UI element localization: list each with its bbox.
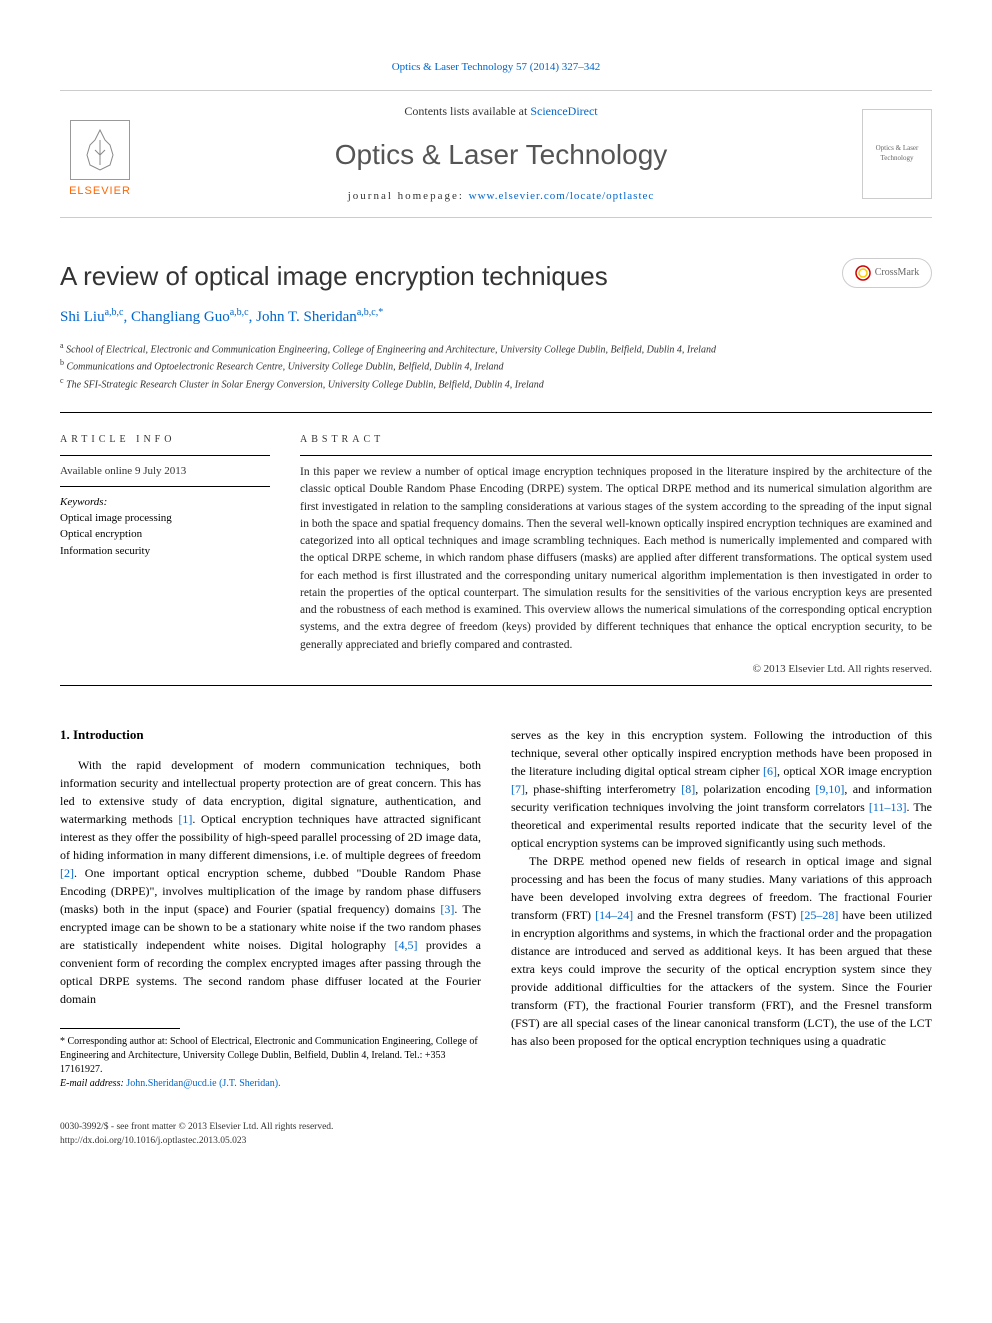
p2-t3: have been utilized in encryption algorit… xyxy=(511,908,932,1048)
affiliations: a School of Electrical, Electronic and C… xyxy=(60,340,932,392)
email-link[interactable]: John.Sheridan@ucd.ie (J.T. Sheridan). xyxy=(126,1078,280,1089)
affiliation-a: a School of Electrical, Electronic and C… xyxy=(60,340,932,357)
available-online: Available online 9 July 2013 xyxy=(60,464,270,479)
info-abstract-row: ARTICLE INFO Available online 9 July 201… xyxy=(60,433,932,677)
ref-7[interactable]: [7] xyxy=(511,782,525,796)
ref-6[interactable]: [6] xyxy=(763,764,777,778)
ref-25-28[interactable]: [25–28] xyxy=(800,908,838,922)
ref-3[interactable]: [3] xyxy=(440,902,454,916)
keyword-2: Optical encryption xyxy=(60,526,270,543)
author-2-marks: a,b,c xyxy=(230,307,249,318)
citation-link[interactable]: Optics & Laser Technology 57 (2014) 327–… xyxy=(60,60,932,75)
keywords-label: Keywords: xyxy=(60,495,270,510)
ref-14-24[interactable]: [14–24] xyxy=(595,908,633,922)
affiliation-c: c The SFI-Strategic Research Cluster in … xyxy=(60,375,932,392)
email-label: E-mail address: xyxy=(60,1078,126,1089)
article-page: Optics & Laser Technology 57 (2014) 327–… xyxy=(0,0,992,1188)
ref-11-13[interactable]: [11–13] xyxy=(869,800,907,814)
abstract-column: ABSTRACT In this paper we review a numbe… xyxy=(300,433,932,677)
ref-2[interactable]: [2] xyxy=(60,866,74,880)
author-3[interactable]: John T. Sheridan xyxy=(256,309,357,325)
article-info-column: ARTICLE INFO Available online 9 July 201… xyxy=(60,433,270,677)
issn-line: 0030-3992/$ - see front matter © 2013 El… xyxy=(60,1121,932,1134)
body-columns: 1. Introduction With the rapid developme… xyxy=(60,726,932,1091)
info-divider-2 xyxy=(60,486,270,487)
abstract-header: ABSTRACT xyxy=(300,433,932,447)
author-1[interactable]: Shi Liu xyxy=(60,309,105,325)
abstract-copyright: © 2013 Elsevier Ltd. All rights reserved… xyxy=(300,662,932,677)
aff-mark-c: c xyxy=(60,376,64,385)
article-info-header: ARTICLE INFO xyxy=(60,433,270,447)
p2-t2: and the Fresnel transform (FST) xyxy=(633,908,800,922)
author-1-marks: a,b,c xyxy=(105,307,124,318)
article-title: A review of optical image encryption tec… xyxy=(60,258,932,294)
ref-8[interactable]: [8] xyxy=(681,782,695,796)
intro-para-2: The DRPE method opened new fields of res… xyxy=(511,852,932,1050)
corresponding-footnote: * Corresponding author at: School of Ele… xyxy=(60,1035,481,1077)
corr-text: Corresponding author at: School of Elect… xyxy=(60,1036,478,1075)
body-column-left: 1. Introduction With the rapid developme… xyxy=(60,726,481,1091)
footnote-divider xyxy=(60,1028,180,1029)
aff-text-c: The SFI-Strategic Research Cluster in So… xyxy=(66,379,544,390)
publisher-logo[interactable]: ELSEVIER xyxy=(60,109,140,199)
ref-9-10[interactable]: [9,10] xyxy=(815,782,844,796)
homepage-line: journal homepage: www.elsevier.com/locat… xyxy=(140,189,862,204)
authors-line: Shi Liua,b,c, Changliang Guoa,b,c, John … xyxy=(60,306,932,328)
divider-top xyxy=(60,412,932,413)
intro-para-1: With the rapid development of modern com… xyxy=(60,756,481,1008)
crossmark-badge[interactable]: CrossMark xyxy=(842,258,932,288)
abstract-text: In this paper we review a number of opti… xyxy=(300,464,932,654)
intro-para-1-cont: serves as the key in this encryption sys… xyxy=(511,726,932,852)
journal-banner: ELSEVIER Contents lists available at Sci… xyxy=(60,90,932,217)
journal-name: Optics & Laser Technology xyxy=(140,135,862,174)
section-number: 1. xyxy=(60,727,70,742)
author-2[interactable]: Changliang Guo xyxy=(131,309,230,325)
footer-meta: 0030-3992/$ - see front matter © 2013 El… xyxy=(60,1121,932,1148)
p1c-t3: , phase-shifting interferometry xyxy=(525,782,681,796)
ref-1[interactable]: [1] xyxy=(178,812,192,826)
divider-bottom xyxy=(60,685,932,686)
body-column-right: serves as the key in this encryption sys… xyxy=(511,726,932,1091)
banner-center: Contents lists available at ScienceDirec… xyxy=(140,103,862,204)
aff-mark-a: a xyxy=(60,341,64,350)
elsevier-tree-icon xyxy=(70,120,130,180)
p1c-t2: , optical XOR image encryption xyxy=(777,764,932,778)
aff-text-b: Communications and Optoelectronic Resear… xyxy=(67,362,504,373)
email-footnote: E-mail address: John.Sheridan@ucd.ie (J.… xyxy=(60,1077,481,1091)
sciencedirect-link[interactable]: ScienceDirect xyxy=(530,104,597,118)
p1c-t4: , polarization encoding xyxy=(695,782,815,796)
abstract-divider xyxy=(300,455,932,456)
homepage-link[interactable]: www.elsevier.com/locate/optlastec xyxy=(469,190,655,202)
affiliation-b: b Communications and Optoelectronic Rese… xyxy=(60,357,932,374)
section-title-text: Introduction xyxy=(73,727,144,742)
publisher-name: ELSEVIER xyxy=(69,184,131,199)
section-title: 1. Introduction xyxy=(60,726,481,744)
info-divider-1 xyxy=(60,455,270,456)
aff-text-a: School of Electrical, Electronic and Com… xyxy=(66,344,716,355)
crossmark-label: CrossMark xyxy=(875,266,919,280)
corr-marker: * xyxy=(60,1036,65,1047)
p1-t3: . One important optical encryption schem… xyxy=(60,866,481,916)
ref-4-5[interactable]: [4,5] xyxy=(395,938,418,952)
keyword-1: Optical image processing xyxy=(60,510,270,527)
contents-line: Contents lists available at ScienceDirec… xyxy=(140,103,862,120)
doi-line: http://dx.doi.org/10.1016/j.optlastec.20… xyxy=(60,1135,932,1148)
keywords-list: Optical image processing Optical encrypt… xyxy=(60,510,270,560)
journal-cover-thumbnail[interactable]: Optics & Laser Technology xyxy=(862,109,932,199)
homepage-prefix: journal homepage: xyxy=(348,190,469,202)
author-3-marks: a,b,c,* xyxy=(357,307,383,318)
aff-mark-b: b xyxy=(60,358,64,367)
keyword-3: Information security xyxy=(60,543,270,560)
contents-prefix: Contents lists available at xyxy=(404,104,530,118)
